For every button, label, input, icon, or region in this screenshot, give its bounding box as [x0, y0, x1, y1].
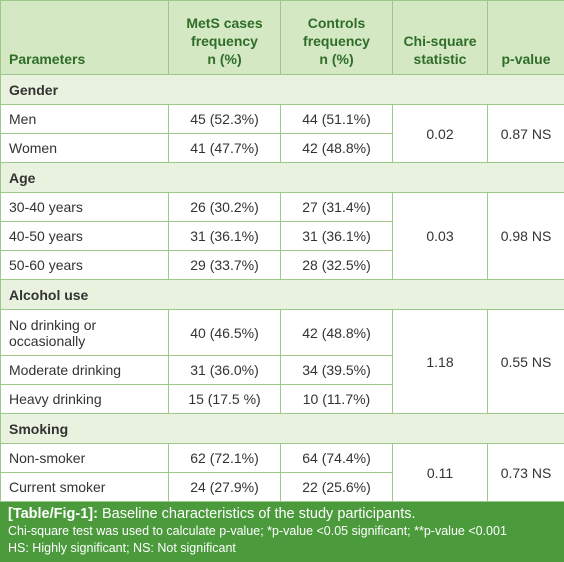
data-row: Moderate drinking 31 (36.0%) 34 (39.5%): [0, 355, 564, 385]
data-row: 30-40 years 26 (30.2%) 27 (31.4%) 0.03 0.98 …: [0, 192, 564, 280]
header-cell: Controls frequency n (%): [280, 0, 393, 75]
cell: Women: [0, 133, 169, 163]
cell: Men: [0, 104, 169, 134]
section-row: Smoking: [0, 413, 564, 444]
table-body: Gender Men 45 (52.3%) 44 (51.1%) 0.02 0.87 NS…: [0, 74, 564, 502]
cell: 31 (36.1%): [168, 221, 281, 251]
cell: 64 (74.4%): [280, 443, 393, 473]
caption-note: Chi-square test was used to calculate p-…: [8, 524, 507, 538]
caption: [Table/Fig-1]: Baseline characteristics …: [0, 502, 564, 562]
section-title: Age: [0, 162, 564, 193]
header-text: Chi-square: [403, 33, 477, 49]
header-text: Parameters: [9, 51, 86, 67]
cell: 42 (48.8%): [280, 309, 393, 356]
chi-square-cell: 1.18: [392, 309, 488, 414]
cell: No drinking or occasionally: [0, 309, 169, 356]
data-row: 40-50 years 31 (36.1%) 31 (36.1%): [0, 221, 564, 251]
cell: Current smoker: [0, 472, 169, 502]
p-value-cell: 0.73 NS: [487, 443, 564, 502]
header-text: n (%): [207, 51, 242, 67]
caption-label: [Table/Fig-1]:: [8, 506, 98, 522]
data-row: 50-60 years 29 (33.7%) 28 (32.5%): [0, 250, 564, 280]
cell: 27 (31.4%): [280, 192, 393, 222]
table: Parameters MetS cases frequency n (%) Contro…: [0, 0, 564, 502]
cell: 50-60 years: [0, 250, 169, 280]
data-row: Men 45 (52.3%) 44 (51.1%) 0.02 0.87 NS: [0, 104, 564, 163]
section-row: Age: [0, 162, 564, 193]
cell: 29 (33.7%): [168, 250, 281, 280]
header-text: n (%): [319, 51, 354, 67]
cell: 34 (39.5%): [280, 355, 393, 385]
header-text: frequency: [191, 33, 258, 49]
section-row: Alcohol use: [0, 279, 564, 310]
header-text: MetS cases: [186, 15, 263, 31]
cell: 15 (17.5 %): [168, 384, 281, 414]
header-cell: Parameters: [0, 0, 169, 75]
cell: 31 (36.0%): [168, 355, 281, 385]
cell: 62 (72.1%): [168, 443, 281, 473]
cell: 42 (48.8%): [280, 133, 393, 163]
header-text: Controls: [307, 15, 366, 31]
caption-title: Baseline characteristics of the study pa…: [101, 506, 416, 522]
cell: 26 (30.2%): [168, 192, 281, 222]
header-text: frequency: [303, 33, 370, 49]
p-value-cell: 0.98 NS: [487, 192, 564, 280]
data-row: Non-smoker 62 (72.1%) 64 (74.4%) 0.11 0.73 N…: [0, 443, 564, 502]
data-row: Current smoker 24 (27.9%) 22 (25.6%): [0, 472, 564, 502]
header-text: p-value: [501, 51, 551, 67]
cell: 28 (32.5%): [280, 250, 393, 280]
chi-square-cell: 0.11: [392, 443, 488, 502]
cell: Heavy drinking: [0, 384, 169, 414]
p-value-cell: 0.55 NS: [487, 309, 564, 414]
header-cell: p-value: [487, 0, 564, 75]
header-row: Parameters MetS cases frequency n (%) Contro…: [0, 0, 564, 75]
cell: 40-50 years: [0, 221, 169, 251]
cell: Non-smoker: [0, 443, 169, 473]
cell: 45 (52.3%): [168, 104, 281, 134]
p-value-cell: 0.87 NS: [487, 104, 564, 163]
data-row: Heavy drinking 15 (17.5 %) 10 (11.7%): [0, 384, 564, 414]
caption-note: HS: Highly significant; NS: Not signific…: [8, 541, 236, 555]
section-title: Smoking: [0, 413, 564, 444]
section-row: Gender: [0, 74, 564, 105]
header-cell: MetS cases frequency n (%): [168, 0, 281, 75]
data-row: Women 41 (47.7%) 42 (48.8%): [0, 133, 564, 163]
cell: 30-40 years: [0, 192, 169, 222]
cell: 24 (27.9%): [168, 472, 281, 502]
section-title: Gender: [0, 74, 564, 105]
cell: 44 (51.1%): [280, 104, 393, 134]
data-row: No drinking or occasionally 40 (46.5%) 42 …: [0, 309, 564, 414]
cell: Moderate drinking: [0, 355, 169, 385]
cell: 40 (46.5%): [168, 309, 281, 356]
cell: 31 (36.1%): [280, 221, 393, 251]
section-title: Alcohol use: [0, 279, 564, 310]
cell: 10 (11.7%): [280, 384, 393, 414]
header-cell: Chi-square statistic: [392, 0, 488, 75]
header-text: statistic: [413, 51, 467, 67]
chi-square-cell: 0.02: [392, 104, 488, 163]
cell: 22 (25.6%): [280, 472, 393, 502]
cell: 41 (47.7%): [168, 133, 281, 163]
chi-square-cell: 0.03: [392, 192, 488, 280]
